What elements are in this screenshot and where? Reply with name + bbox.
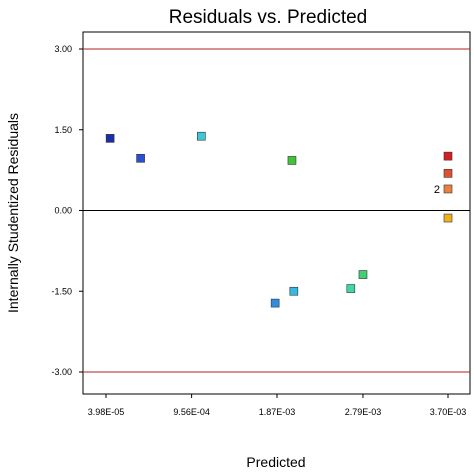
axis-ticks: 3.00 1.50 0.00 -1.50 -3.00 3.98E-05 9.56E-04 1.… bbox=[51, 44, 466, 417]
y-tick-label: 1.50 bbox=[54, 125, 72, 135]
x-tick-label: 1.87E-03 bbox=[259, 407, 296, 417]
data-point bbox=[105, 134, 115, 143]
x-tick-label: 2.79E-03 bbox=[345, 407, 382, 417]
y-axis-label: Internally Studentized Residuals bbox=[5, 113, 21, 313]
y-tick-label: 3.00 bbox=[54, 44, 72, 54]
plot-frame bbox=[82, 31, 471, 395]
x-tick-label: 3.70E-03 bbox=[430, 407, 467, 417]
data-point bbox=[358, 270, 368, 279]
data-point bbox=[289, 286, 299, 296]
data-point bbox=[346, 284, 356, 293]
data-point bbox=[443, 151, 453, 161]
x-axis-label: Predicted bbox=[246, 454, 305, 470]
data-point bbox=[287, 156, 297, 165]
data-point bbox=[270, 298, 280, 308]
data-point bbox=[443, 184, 453, 194]
x-tick-label: 9.56E-04 bbox=[173, 407, 210, 417]
y-tick-label: 0.00 bbox=[54, 206, 72, 216]
y-tick-label: -1.50 bbox=[51, 286, 72, 296]
chart-title: Residuals vs. Predicted bbox=[169, 7, 368, 28]
data-points: 2 bbox=[105, 131, 453, 308]
data-point bbox=[197, 131, 206, 141]
reference-lines bbox=[83, 48, 470, 373]
data-point bbox=[136, 153, 145, 163]
data-point bbox=[443, 169, 453, 178]
x-tick-label: 3.98E-05 bbox=[88, 407, 125, 417]
y-tick-label: -3.00 bbox=[51, 367, 72, 377]
point-count-label: 2 bbox=[434, 184, 440, 196]
data-point bbox=[443, 213, 453, 223]
